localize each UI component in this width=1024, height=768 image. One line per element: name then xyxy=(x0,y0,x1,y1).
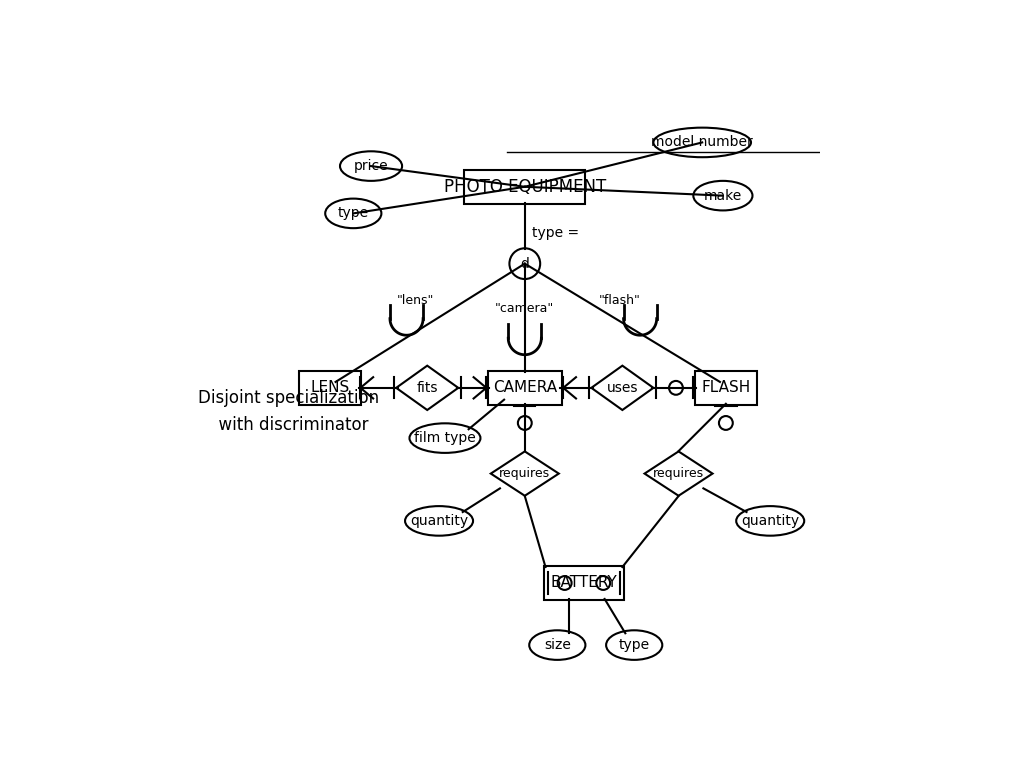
Text: BATTERY: BATTERY xyxy=(551,575,617,591)
Text: size: size xyxy=(544,638,570,652)
Text: LENS: LENS xyxy=(310,380,349,396)
Text: fits: fits xyxy=(417,381,438,395)
Text: Disjoint specialization
  with discriminator: Disjoint specialization with discriminat… xyxy=(198,389,379,434)
Text: uses: uses xyxy=(606,381,638,395)
Text: model number: model number xyxy=(651,135,753,150)
Text: price: price xyxy=(353,159,388,173)
Text: type =: type = xyxy=(531,226,579,240)
Bar xyxy=(464,170,586,204)
Text: "flash": "flash" xyxy=(598,294,640,307)
Text: FLASH: FLASH xyxy=(701,380,751,396)
Text: "lens": "lens" xyxy=(396,294,434,307)
Bar xyxy=(299,371,360,405)
Text: quantity: quantity xyxy=(741,514,800,528)
Text: PHOTO EQUIPMENT: PHOTO EQUIPMENT xyxy=(443,177,606,196)
Bar xyxy=(544,566,624,600)
Text: type: type xyxy=(338,207,369,220)
Text: type: type xyxy=(618,638,650,652)
Text: requires: requires xyxy=(653,467,705,480)
Text: "camera": "camera" xyxy=(496,302,554,315)
Text: requires: requires xyxy=(500,467,550,480)
Text: quantity: quantity xyxy=(410,514,468,528)
Bar xyxy=(695,371,757,405)
Text: d: d xyxy=(520,257,529,270)
Bar xyxy=(487,371,562,405)
Text: film type: film type xyxy=(414,431,476,445)
Text: CAMERA: CAMERA xyxy=(493,380,557,396)
Text: make: make xyxy=(703,189,742,203)
